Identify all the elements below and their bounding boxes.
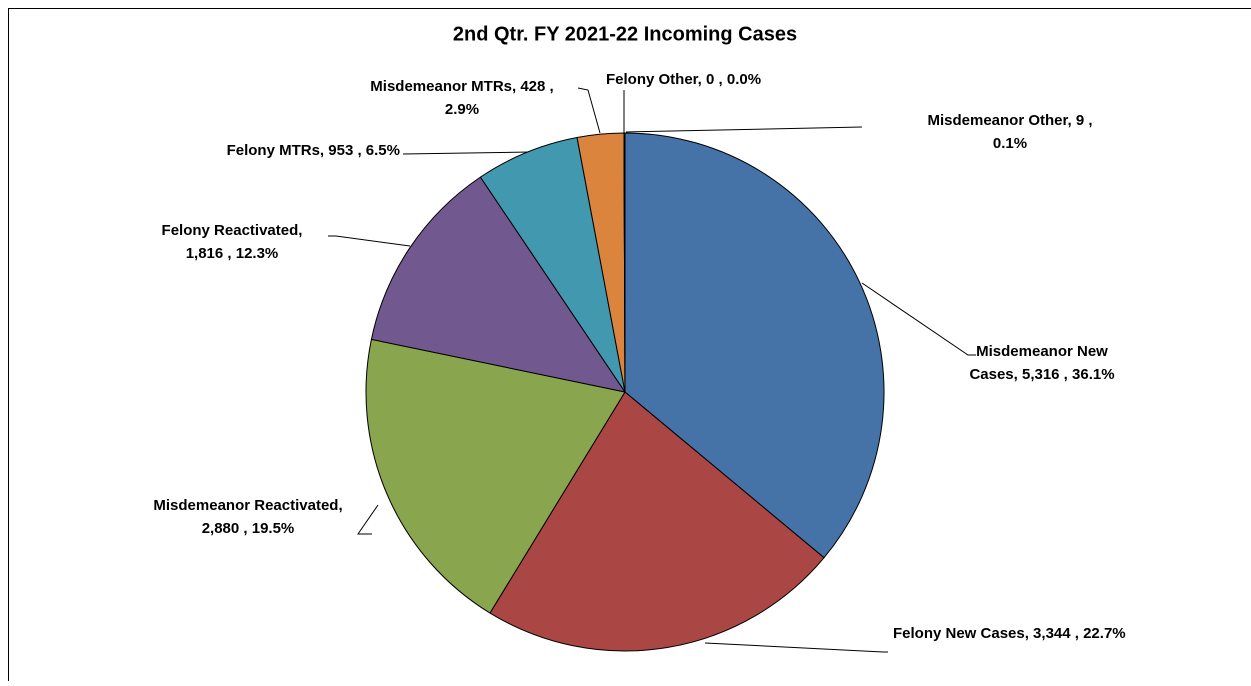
data-label: 2.9% <box>445 101 479 118</box>
data-label: Felony Other, 0 , 0.0% <box>606 71 761 88</box>
data-label: Cases, 5,316 , 36.1% <box>969 366 1114 383</box>
data-label: 2,880 , 19.5% <box>202 520 295 537</box>
data-label: Felony MTRs, 953 , 6.5% <box>227 142 400 159</box>
data-label: Misdemeanor MTRs, 428 , <box>370 78 553 95</box>
data-label: Felony New Cases, 3,344 , 22.7% <box>893 625 1126 642</box>
chart-title: 2nd Qtr. FY 2021-22 Incoming Cases <box>453 23 797 45</box>
pie <box>366 133 884 651</box>
data-label: Misdemeanor Reactivated, <box>153 497 342 514</box>
data-label: 1,816 , 12.3% <box>186 245 279 262</box>
data-label: Felony Reactivated, <box>162 222 303 239</box>
data-label: 0.1% <box>993 135 1027 152</box>
data-label: Misdemeanor Other, 9 , <box>927 112 1092 129</box>
data-label: Misdemeanor New <box>976 343 1108 360</box>
